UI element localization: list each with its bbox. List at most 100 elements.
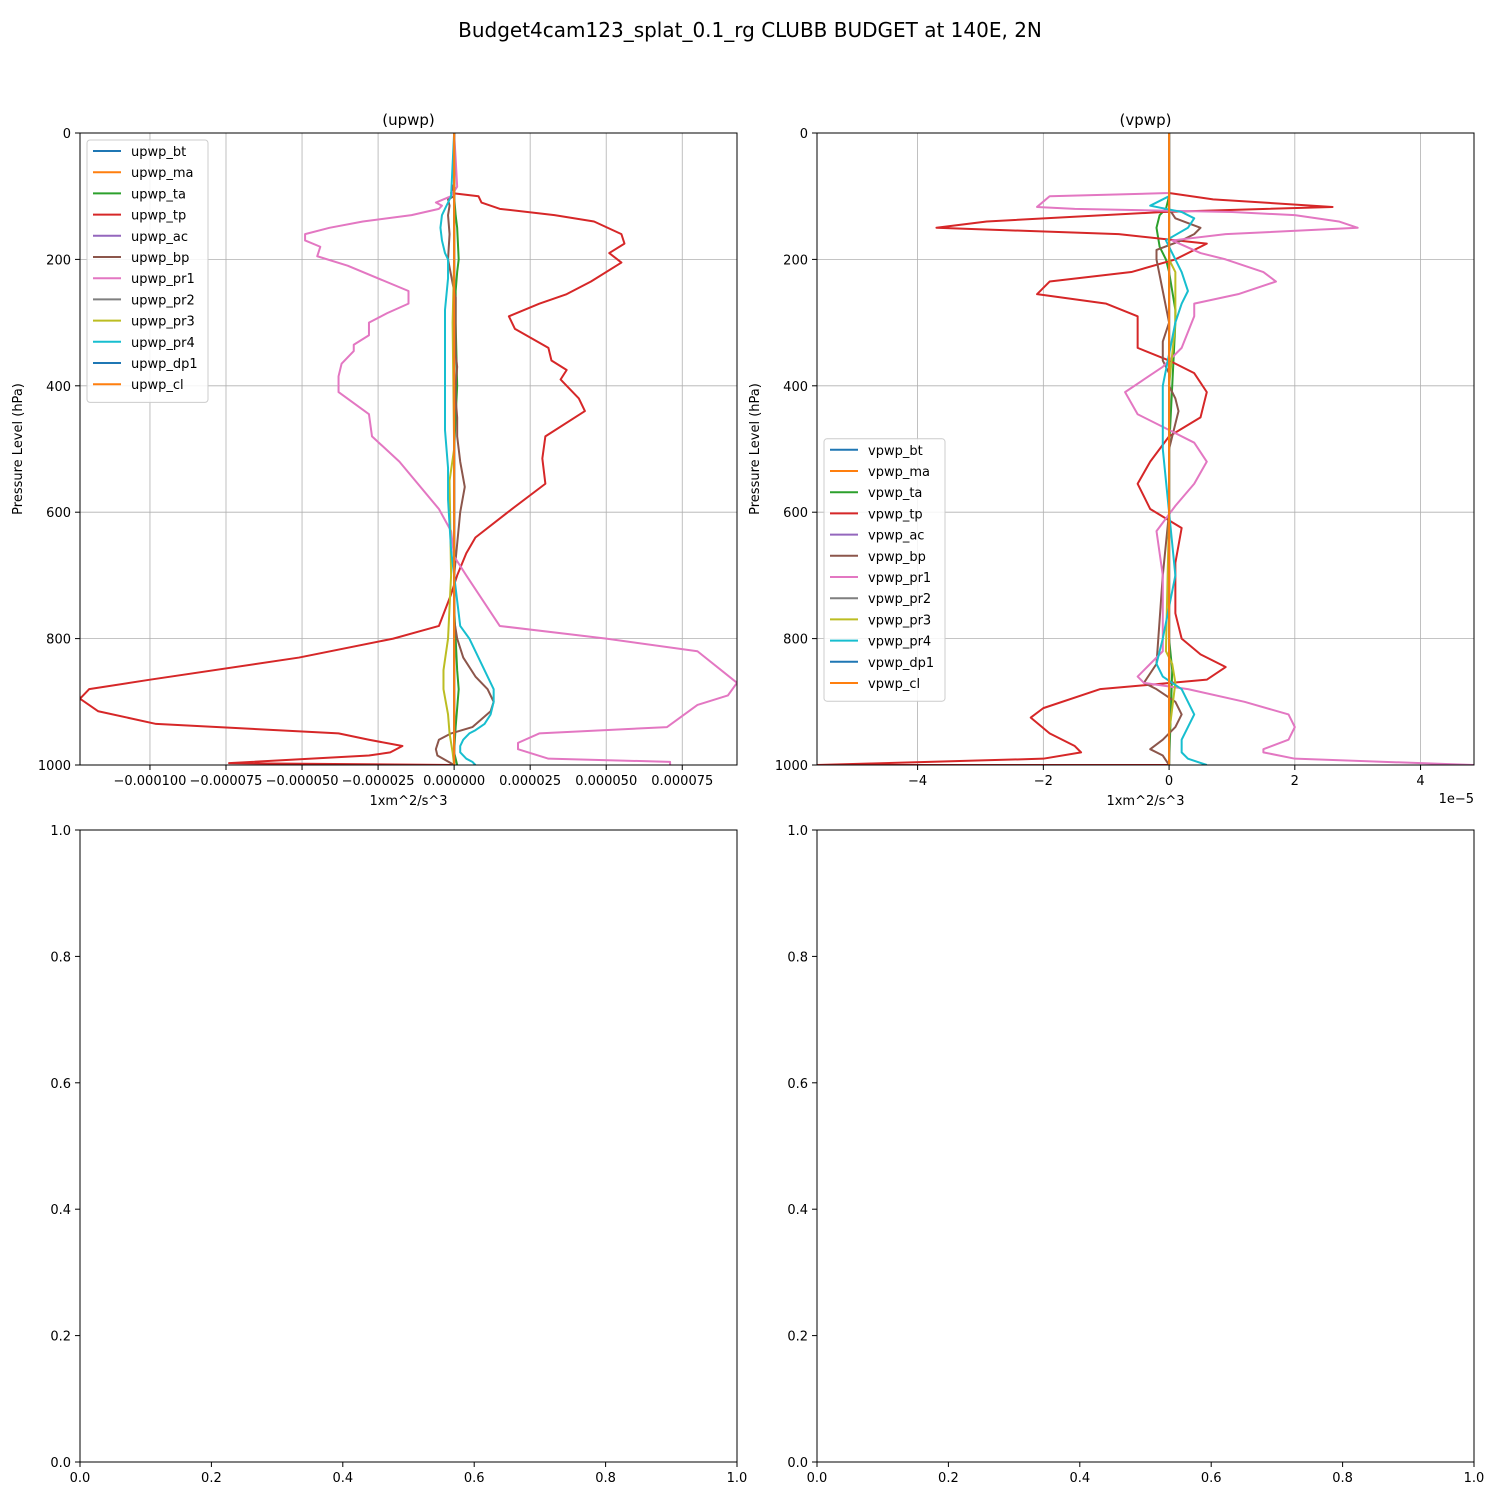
x-tick-label: 2 (1291, 774, 1299, 789)
legend-label: upwp_pr2 (131, 293, 195, 308)
y-tick-label: 200 (46, 253, 71, 268)
legend-label: upwp_ta (131, 187, 186, 202)
legend-label: upwp_bt (131, 145, 186, 160)
y-tick-label: 0.8 (787, 950, 808, 965)
panel-title: (upwp) (382, 111, 435, 129)
x-tick-label: 0.000025 (499, 774, 561, 789)
series-line-vpwp_tp (817, 133, 1334, 765)
y-tick-label: 1.0 (50, 824, 71, 839)
x-axis-label: 1xm^2/s^3 (369, 794, 447, 809)
y-tick-label: 0.6 (50, 1077, 71, 1092)
legend-frame (86, 139, 209, 403)
y-tick-label: 600 (46, 506, 71, 521)
x-axis-label: 1xm^2/s^3 (1106, 794, 1184, 809)
x-tick-label: 4 (1416, 774, 1424, 789)
axes-frame (79, 829, 738, 1463)
x-tick-label: 1.0 (1464, 1471, 1485, 1486)
legend-label: vpwp_pr3 (868, 613, 931, 628)
legend-label: vpwp_ac (868, 529, 924, 544)
x-tick-label: 0.2 (201, 1471, 222, 1486)
series-line-upwp_bp (434, 133, 495, 765)
x-tick-label: 0 (1165, 774, 1173, 789)
x-tick-label: 0.8 (1332, 1471, 1353, 1486)
y-tick-label: 0.0 (50, 1456, 71, 1471)
x-tick-label: 0.2 (938, 1471, 959, 1486)
x-tick-label: 1.0 (727, 1471, 748, 1486)
legend-label: vpwp_tp (868, 507, 923, 522)
axes-frame (816, 132, 1475, 766)
y-tick-label: 0 (63, 127, 71, 142)
series-line-upwp_tp (80, 133, 626, 765)
legend-label: vpwp_ta (868, 486, 922, 501)
x-tick-label: −0.000075 (190, 774, 263, 789)
series-line-vpwp_pr4 (1149, 133, 1208, 765)
series-line-upwp_pr4 (439, 133, 495, 765)
x-tick-label: −2 (1034, 774, 1053, 789)
y-tick-label: 1000 (38, 759, 71, 774)
legend-label: vpwp_pr2 (868, 592, 931, 607)
x-tick-label: 0.000050 (575, 774, 637, 789)
x-tick-label: 0.000000 (423, 774, 485, 789)
legend-label: vpwp_bp (868, 550, 926, 565)
legend-label: upwp_tp (131, 209, 186, 224)
figure-title: Budget4cam123_splat_0.1_rg CLUBB BUDGET … (458, 18, 1042, 42)
legend-label: upwp_bp (131, 251, 189, 266)
y-tick-label: 0.4 (787, 1203, 808, 1218)
legend-label: vpwp_pr4 (868, 635, 931, 650)
x-tick-label: −0.000100 (113, 774, 186, 789)
panel-1: −0.000100 −0.000075 −0.000050 −0.000025 0.00… (11, 111, 738, 809)
legend-label: vpwp_dp1 (868, 656, 934, 671)
series-line-upwp_pr1 (304, 133, 737, 765)
legend-label: vpwp_cl (868, 677, 920, 692)
x-tick-label: 0.8 (595, 1471, 616, 1486)
y-tick-label: 1000 (775, 759, 808, 774)
y-tick-label: 0.6 (787, 1077, 808, 1092)
x-tick-label: 0.0 (807, 1471, 828, 1486)
x-tick-label: 0.0 (70, 1471, 91, 1486)
x-tick-label: −4 (908, 774, 927, 789)
legend-label: upwp_pr1 (131, 272, 195, 287)
legend-label: upwp_dp1 (131, 357, 198, 372)
x-tick-label: −0.000025 (342, 774, 415, 789)
y-tick-label: 1.0 (787, 824, 808, 839)
y-tick-label: 400 (783, 380, 808, 395)
legend-label: upwp_pr3 (131, 315, 195, 330)
legend-label: upwp_ma (131, 166, 194, 181)
panel-4: 0.0 0.2 0.4 0.6 0.8 1.0 0.0 0.2 0.4 0.6 0.8 1.0 (787, 824, 1484, 1486)
x-tick-label: 0.6 (1201, 1471, 1222, 1486)
panel-3: 0.0 0.2 0.4 0.6 0.8 1.0 0.0 0.2 0.4 0.6 0.8 1.0 (50, 824, 747, 1486)
panel-title: (vpwp) (1120, 111, 1172, 129)
y-tick-label: 0.0 (787, 1456, 808, 1471)
x-tick-label: 0.4 (1069, 1471, 1090, 1486)
y-tick-label: 0 (800, 127, 808, 142)
axes-frame (816, 829, 1475, 1463)
y-tick-label: 600 (783, 506, 808, 521)
x-tick-label: 0.4 (332, 1471, 353, 1486)
y-tick-label: 800 (46, 633, 71, 648)
y-tick-label: 0.2 (787, 1330, 808, 1345)
series-line-vpwp_pr1 (1036, 133, 1474, 765)
y-tick-label: 200 (783, 253, 808, 268)
legend-frame (823, 438, 946, 702)
legend-label: upwp_ac (131, 230, 188, 245)
series-line-upwp_pr3 (442, 133, 456, 765)
series-group (80, 133, 737, 765)
x-offset-label: 1e−5 (1439, 792, 1474, 807)
series-group (817, 133, 1474, 765)
y-tick-label: 400 (46, 380, 71, 395)
legend-label: vpwp_bt (868, 444, 923, 459)
legend: upwp_bt upwp_ma upwp_ta upwp_tp upwp_ac upwp_… (86, 139, 209, 403)
y-tick-label: 0.8 (50, 950, 71, 965)
y-tick-label: 0.4 (50, 1203, 71, 1218)
axes-frame (79, 132, 738, 766)
series-line-upwp_ta (453, 133, 460, 765)
legend: vpwp_bt vpwp_ma vpwp_ta vpwp_tp vpwp_ac vpwp_… (823, 438, 946, 702)
x-tick-label: 0.6 (464, 1471, 485, 1486)
y-axis-label: Pressure Level (hPa) (11, 383, 26, 515)
panels: −0.000100 −0.000075 −0.000050 −0.000025 0.00… (11, 111, 1484, 1486)
legend-label: upwp_cl (131, 378, 184, 393)
legend-label: vpwp_pr1 (868, 571, 931, 586)
legend-label: vpwp_ma (868, 465, 930, 480)
y-tick-label: 0.2 (50, 1330, 71, 1345)
